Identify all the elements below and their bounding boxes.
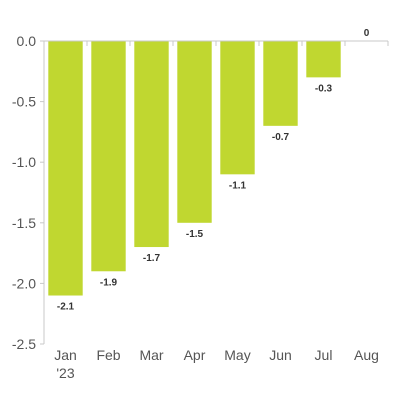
x-tick-label: Jan	[54, 347, 77, 363]
bars	[48, 41, 341, 296]
bar	[220, 41, 255, 175]
bar	[177, 41, 212, 223]
x-tick-sublabel: '23	[56, 365, 74, 381]
bar	[91, 41, 126, 272]
data-label: -1.1	[229, 180, 247, 191]
x-tick-label: Jul	[315, 347, 333, 363]
x-tick-label: Apr	[184, 347, 206, 363]
x-tick-label: Mar	[139, 347, 163, 363]
bar	[306, 41, 341, 78]
data-label: -1.9	[100, 277, 118, 288]
data-label: 0	[364, 28, 370, 39]
data-labels: -2.1 -1.9 -1.7 -1.5 -1.1 -0.7 -0.3 0	[57, 28, 370, 313]
data-label: -0.3	[315, 83, 333, 94]
y-tick-label: -2.5	[12, 336, 36, 352]
data-label: -0.7	[272, 132, 290, 143]
y-tick-label: -1.5	[12, 215, 36, 231]
x-axis: Jan '23 Feb Mar Apr May Jun Jul Aug	[43, 40, 389, 381]
x-tick-label: May	[224, 347, 250, 363]
bar	[48, 41, 83, 296]
y-tick-label: 0.0	[17, 33, 37, 49]
x-tick-label: Jun	[269, 347, 292, 363]
data-label: -1.5	[186, 229, 204, 240]
y-axis: 0.0 -0.5 -1.0 -1.5 -2.0 -2.5	[12, 33, 45, 352]
bar	[263, 41, 298, 126]
y-tick-label: -1.0	[12, 154, 36, 170]
y-tick-label: -0.5	[12, 94, 36, 110]
bar	[134, 41, 169, 248]
y-tick-label: -2.0	[12, 275, 36, 291]
data-label: -2.1	[57, 302, 75, 313]
x-tick-label: Feb	[96, 347, 120, 363]
x-tick-label: Aug	[354, 347, 379, 363]
data-label: -1.7	[143, 253, 161, 264]
